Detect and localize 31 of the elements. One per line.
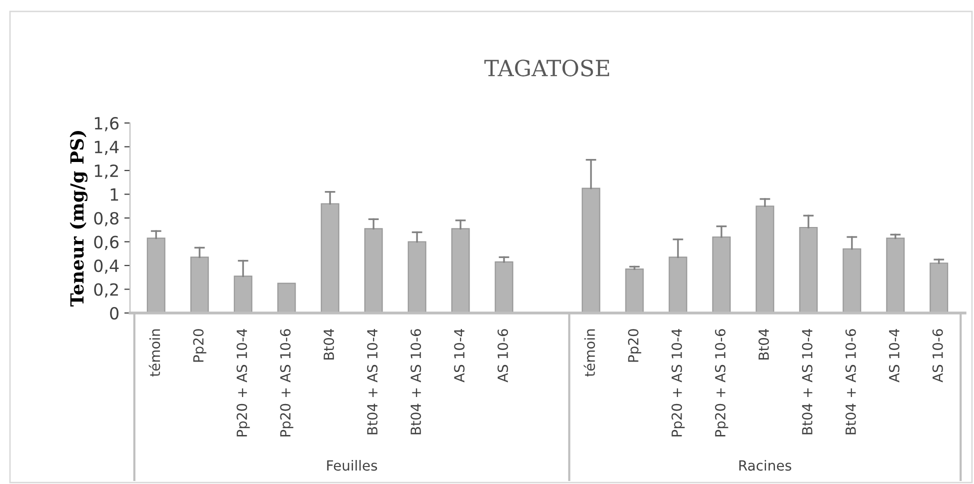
y-tick-label: 1,4 [94,140,119,156]
text: Feuilles [327,460,378,471]
y-tick-label: 1 [110,188,118,201]
x-tick-label: Bt04 [758,328,769,360]
x-tick-label: Pp20 + AS 10-6 [714,329,728,436]
x-tick-label: Pp20 + AS 10-4 [236,328,250,436]
x-tick-label: témoin [148,329,160,377]
y-tick-label: 0,6 [94,236,119,250]
x-tick-label: Bt04 + AS 10-6 [845,329,856,434]
y-tick-label: 0 [110,306,118,320]
y-tick-label: 1,6 [94,116,119,132]
text: Racines [739,460,792,471]
y-tick-label: 0,4 [94,259,119,274]
x-tick-label: Pp20 [193,329,206,362]
x-tick-label: Bt04 + AS 10-4 [802,328,812,434]
y-axis-title: Teneur (mg/g PS) [70,131,88,306]
x-tick-label: Pp20 + AS 10-6 [280,329,294,436]
x-tick-label: Pp20 + AS 10-4 [671,328,685,436]
x-tick-label: AS 10-4 [888,328,900,382]
x-tick-label: AS 10-6 [932,329,943,382]
x-tick-label: témoin [584,329,596,377]
y-tick-label: 0,2 [94,283,118,298]
x-tick-label: AS 10-6 [498,329,508,382]
x-tick-label: Bt04 + AS 10-4 [367,328,378,434]
y-tick-label: 0,8 [94,212,118,226]
x-tick-label: AS 10-4 [454,328,465,382]
x-tick-label: Bt04 + AS 10-6 [410,329,422,434]
x-tick-label: Pp20 [628,329,642,362]
x-tick-label: Bt04 [324,328,334,360]
y-tick-label: 1,2 [94,164,118,179]
chart-title: TAGATOSE [484,60,610,76]
